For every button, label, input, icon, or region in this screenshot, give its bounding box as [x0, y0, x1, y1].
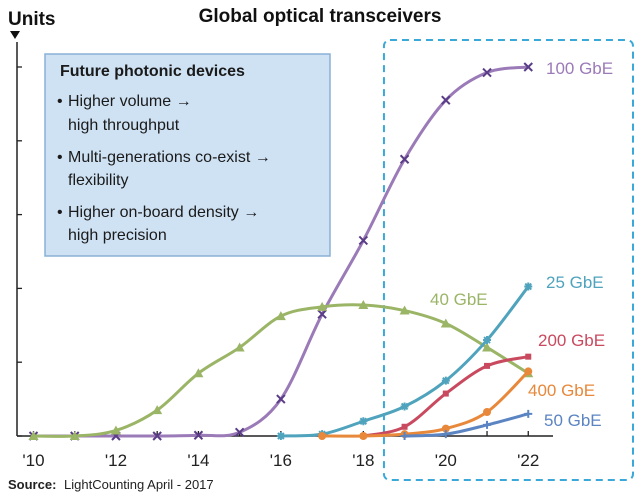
point-400-gbe-2022 — [524, 367, 533, 376]
point-200-gbe-2019 — [401, 423, 408, 430]
line-50-gbe — [403, 412, 530, 438]
point-40-gbe-2021 — [482, 342, 493, 352]
series-labels: 100 GbE 40 GbE 25 GbE 200 GbE 400 GbE 50 GbE — [430, 59, 613, 430]
bullet-1-line-2: high throughput — [68, 117, 180, 134]
series-400-gbe — [318, 367, 533, 440]
point-25-gbe-2022 — [524, 282, 533, 291]
point-200-gbe-2021 — [484, 362, 491, 369]
series-100-gbe — [28, 62, 533, 441]
bullet-3-line-1: Higher on-board density → — [68, 204, 259, 221]
point-50-gbe-2019 — [400, 432, 409, 440]
point-400-gbe-2018 — [359, 432, 368, 440]
x-tick-label-3: '16 — [270, 451, 292, 470]
point-100-gbe-2022 — [523, 62, 533, 72]
bullet-2-line-1: Multi-generations co-exist → — [68, 149, 271, 166]
y-axis-arrow-icon — [10, 31, 20, 39]
label-40-gbe: 40 GbE — [430, 290, 488, 309]
point-50-gbe-2022 — [524, 409, 533, 418]
point-40-gbe-2015 — [234, 342, 245, 352]
bullet-2-line-2: flexibility — [68, 172, 128, 189]
point-25-gbe-2019 — [400, 402, 409, 411]
label-25-gbe: 25 GbE — [546, 273, 604, 292]
point-100-gbe-2021 — [482, 67, 492, 78]
point-40-gbe-2013 — [152, 405, 163, 415]
x-tick-label-6: '22 — [517, 451, 539, 470]
series-50-gbe — [400, 409, 533, 440]
point-100-gbe-2016 — [276, 394, 286, 404]
point-25-gbe-2016 — [276, 432, 285, 440]
point-400-gbe-2017 — [318, 432, 327, 440]
point-200-gbe-2020 — [442, 390, 449, 397]
x-tick-label-5: '20 — [435, 451, 457, 470]
label-100-gbe: 100 GbE — [546, 59, 613, 78]
series-lines — [28, 62, 534, 441]
point-400-gbe-2021 — [483, 408, 492, 417]
x-tick-label-0: '10 — [22, 451, 44, 470]
highlight-region — [382, 39, 635, 481]
point-40-gbe-2011 — [69, 431, 80, 440]
chart-title: Global optical transceivers — [199, 6, 442, 27]
source-text: LightCounting April - 2017 — [64, 477, 214, 492]
source-note: Source: LightCounting April - 2017 — [8, 477, 214, 492]
point-400-gbe-2020 — [441, 424, 450, 433]
point-100-gbe-2019 — [399, 154, 410, 164]
point-25-gbe-2018 — [359, 417, 368, 426]
bullet-3-line-2: high precision — [68, 227, 167, 244]
label-50-gbe: 50 GbE — [544, 411, 602, 430]
bullet-1-line-1: Higher volume → — [68, 93, 192, 110]
point-100-gbe-2018 — [358, 235, 369, 246]
x-tick-label-1: '12 — [105, 451, 127, 470]
line-40-gbe — [31, 303, 530, 438]
point-40-gbe-2010 — [28, 431, 39, 440]
point-50-gbe-2021 — [483, 420, 492, 429]
point-40-gbe-2012 — [110, 425, 121, 435]
point-40-gbe-2014 — [193, 368, 204, 378]
point-100-gbe-2013 — [152, 431, 162, 441]
point-25-gbe-2021 — [483, 336, 492, 345]
point-40-gbe-2017 — [317, 301, 328, 311]
annotation-box-title: Future photonic devices — [60, 63, 245, 80]
point-100-gbe-2014 — [193, 430, 204, 440]
y-axis-label: Units — [8, 9, 56, 30]
point-40-gbe-2020 — [440, 318, 451, 328]
x-tick-label-4: '18 — [352, 451, 374, 470]
annotation-box-background — [44, 53, 331, 257]
bullet-2-dot: • — [57, 149, 63, 166]
point-40-gbe-2018 — [358, 300, 369, 310]
point-200-gbe-2022 — [525, 353, 532, 360]
bullet-1-dot: • — [57, 93, 63, 110]
point-50-gbe-2020 — [441, 430, 450, 439]
point-100-gbe-2017 — [317, 309, 327, 319]
x-tick-label-2: '14 — [187, 451, 209, 470]
point-40-gbe-2019 — [399, 305, 410, 315]
point-25-gbe-2020 — [441, 376, 450, 385]
series-40-gbe — [28, 300, 534, 440]
label-200-gbe: 200 GbE — [538, 331, 605, 350]
source-label: Source: — [8, 477, 56, 492]
bullet-3-dot: • — [57, 204, 63, 221]
annotation-box: Future photonic devices • Higher volume … — [44, 53, 331, 257]
point-40-gbe-2016 — [275, 311, 286, 321]
label-400-gbe: 400 GbE — [528, 381, 595, 400]
point-100-gbe-2015 — [234, 427, 245, 438]
point-100-gbe-2020 — [441, 95, 451, 105]
